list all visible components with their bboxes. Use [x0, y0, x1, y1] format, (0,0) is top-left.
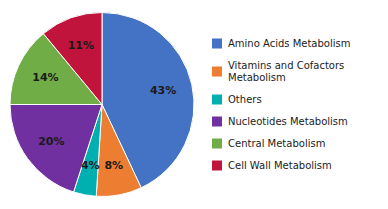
legend-label: Cell Wall Metabolism	[228, 160, 332, 171]
data-label: 14%	[32, 71, 58, 84]
slice	[43, 13, 102, 105]
legend-swatch	[212, 95, 222, 105]
legend-label: Nucleotides Metabolism	[228, 116, 348, 127]
data-label: 43%	[150, 84, 176, 97]
data-label: 11%	[68, 39, 94, 52]
legend-item: Others	[212, 94, 262, 105]
chart: 43% 8% 4% 20% 14% 11% Amino Acids Metabolism Vi…	[0, 0, 388, 209]
data-label: 4%	[81, 159, 100, 172]
legend-item: Amino Acids Metabolism	[212, 38, 350, 49]
data-label: 8%	[104, 159, 123, 172]
data-label: 20%	[38, 135, 64, 148]
legend-swatch	[212, 67, 222, 77]
legend-label: Vitamins and CofactorsMetabolism	[228, 60, 344, 83]
legend-swatch	[212, 139, 222, 149]
data-labels: 43% 8% 4% 20% 14% 11%	[32, 39, 176, 172]
slice	[102, 13, 194, 188]
legend: Amino Acids Metabolism Vitamins and Cofac…	[212, 38, 350, 171]
slice	[10, 105, 102, 192]
legend-swatch	[212, 117, 222, 127]
legend-swatch	[212, 39, 222, 49]
legend-item: Nucleotides Metabolism	[212, 116, 348, 127]
legend-item: Vitamins and CofactorsMetabolism	[212, 60, 344, 83]
legend-swatch	[212, 161, 222, 171]
legend-label: Central Metabolism	[228, 138, 325, 149]
slice	[96, 105, 141, 197]
legend-label: Amino Acids Metabolism	[228, 38, 350, 49]
legend-item: Cell Wall Metabolism	[212, 160, 332, 171]
legend-label: Others	[228, 94, 262, 105]
legend-item: Central Metabolism	[212, 138, 325, 149]
pie	[10, 13, 194, 197]
